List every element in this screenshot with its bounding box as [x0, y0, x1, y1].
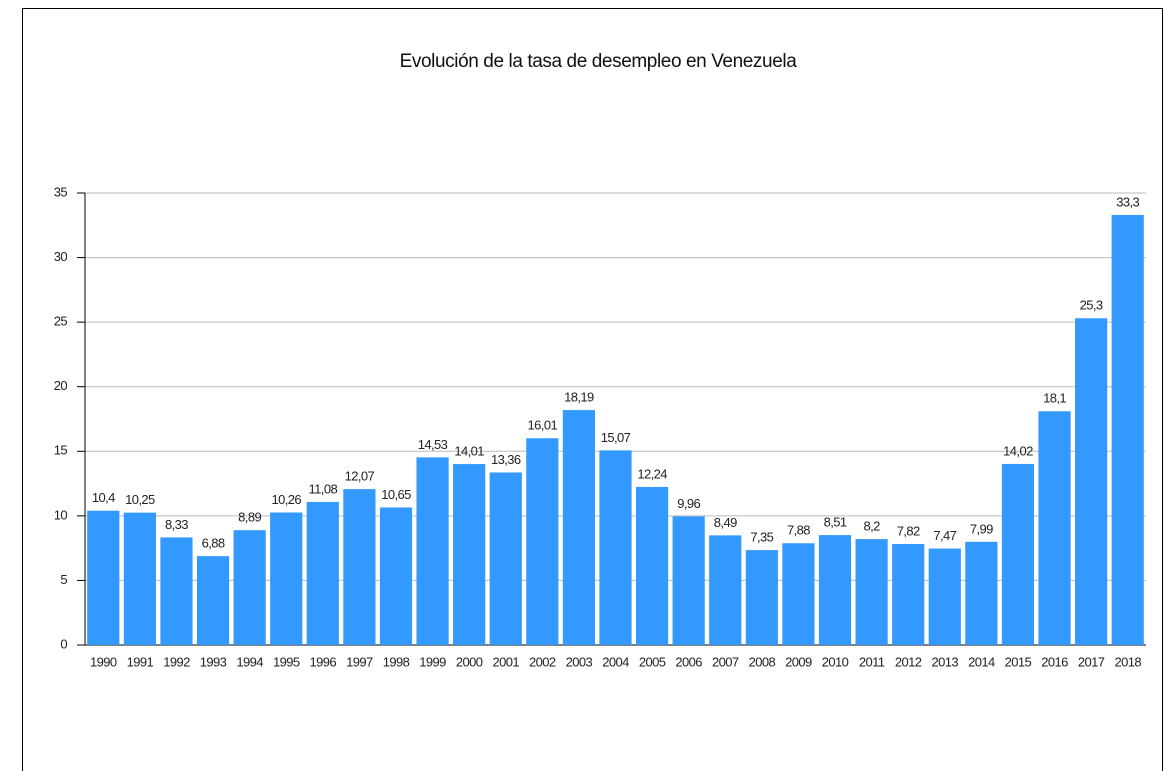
data-label: 6,88 — [202, 536, 225, 551]
bar — [270, 512, 303, 645]
data-label: 8,89 — [238, 510, 261, 525]
data-label: 8,33 — [165, 517, 188, 532]
bar — [306, 501, 339, 645]
bar — [672, 516, 705, 645]
bar — [1038, 411, 1071, 645]
data-label: 16,01 — [528, 418, 558, 433]
x-tick-label: 1996 — [310, 654, 337, 669]
data-label: 7,99 — [970, 521, 993, 536]
data-label: 10,4 — [92, 490, 115, 505]
x-tick-label: 2001 — [492, 654, 519, 669]
y-tick-label: 25 — [54, 314, 68, 329]
x-tick-label: 2008 — [749, 654, 776, 669]
data-label: 15,07 — [601, 430, 631, 445]
bar — [928, 548, 961, 645]
frame — [22, 8, 1163, 771]
x-tick-label: 2015 — [1005, 654, 1032, 669]
bar — [745, 550, 778, 645]
bar — [709, 535, 742, 645]
data-label: 18,1 — [1043, 391, 1066, 406]
bar — [489, 472, 522, 645]
data-label: 7,88 — [787, 523, 810, 538]
bar — [453, 464, 486, 645]
bar — [562, 410, 596, 645]
y-tick-label: 0 — [60, 636, 67, 651]
x-tick-label: 1990 — [90, 654, 117, 669]
x-tick-label: 2006 — [675, 654, 702, 669]
data-label: 7,47 — [933, 528, 956, 543]
bar — [965, 541, 998, 645]
bar — [416, 457, 449, 645]
bar — [635, 486, 669, 645]
x-tick-label: 2011 — [859, 654, 885, 669]
bar — [87, 510, 120, 645]
x-tick-label: 2012 — [895, 654, 922, 669]
bar — [343, 489, 376, 645]
x-tick-label: 2018 — [1114, 654, 1141, 669]
data-label: 14,53 — [418, 437, 448, 452]
data-label: 8,49 — [714, 515, 737, 530]
x-tick-label: 1999 — [419, 654, 446, 669]
x-tick-label: 2014 — [968, 654, 995, 669]
x-tick-label: 2013 — [932, 654, 959, 669]
data-label: 7,35 — [750, 530, 773, 545]
bar — [196, 556, 230, 645]
bar — [233, 530, 266, 645]
data-label: 10,25 — [125, 492, 155, 507]
data-label: 33,3 — [1116, 194, 1139, 209]
y-tick-label: 35 — [54, 184, 68, 199]
data-label: 9,96 — [677, 496, 700, 511]
data-label: 11,08 — [309, 481, 338, 496]
x-tick-label: 2009 — [785, 654, 812, 669]
x-tick-label: 1997 — [346, 654, 373, 669]
y-tick-label: 10 — [54, 507, 68, 522]
data-label: 18,19 — [564, 390, 594, 405]
bar — [599, 450, 632, 645]
bar — [892, 544, 925, 645]
x-tick-label: 2003 — [566, 654, 593, 669]
y-tick-label: 15 — [54, 443, 68, 458]
x-tick-label: 2000 — [456, 654, 483, 669]
data-label: 13,36 — [491, 452, 521, 467]
chart-title: Evolución de la tasa de desempleo en Ven… — [400, 51, 798, 72]
y-tick-label: 30 — [54, 249, 68, 264]
data-label: 7,82 — [897, 523, 920, 538]
bar — [1111, 214, 1144, 645]
x-tick-label: 2016 — [1041, 654, 1068, 669]
data-label: 14,01 — [454, 444, 484, 459]
bar — [782, 543, 815, 645]
x-tick-label: 1992 — [163, 654, 190, 669]
x-tick-label: 2002 — [529, 654, 556, 669]
bar — [1001, 463, 1035, 645]
bar — [526, 438, 559, 645]
data-label: 12,07 — [345, 469, 375, 484]
x-tick-label: 1994 — [236, 654, 263, 669]
bar — [160, 537, 193, 645]
bar — [123, 512, 156, 645]
x-tick-label: 2005 — [639, 654, 666, 669]
x-tick-label: 1998 — [383, 654, 410, 669]
bar — [855, 539, 888, 645]
x-tick-label: 1991 — [127, 654, 154, 669]
data-label: 25,3 — [1080, 298, 1103, 313]
x-tick-label: 1993 — [200, 654, 227, 669]
data-label: 8,2 — [863, 519, 880, 534]
data-label: 8,51 — [824, 515, 847, 530]
x-tick-label: 2004 — [602, 654, 629, 669]
x-tick-label: 2017 — [1078, 654, 1105, 669]
bar — [379, 507, 413, 645]
x-tick-label: 2010 — [822, 654, 849, 669]
bar — [1075, 318, 1108, 645]
data-label: 14,02 — [1003, 443, 1033, 458]
y-tick-label: 5 — [60, 572, 67, 587]
data-label: 12,24 — [637, 466, 667, 481]
bar — [818, 535, 852, 645]
x-tick-label: 2007 — [712, 654, 739, 669]
y-tick-label: 20 — [54, 378, 68, 393]
data-label: 10,26 — [271, 492, 301, 507]
x-tick-label: 1995 — [273, 654, 300, 669]
data-label: 10,65 — [381, 487, 411, 502]
